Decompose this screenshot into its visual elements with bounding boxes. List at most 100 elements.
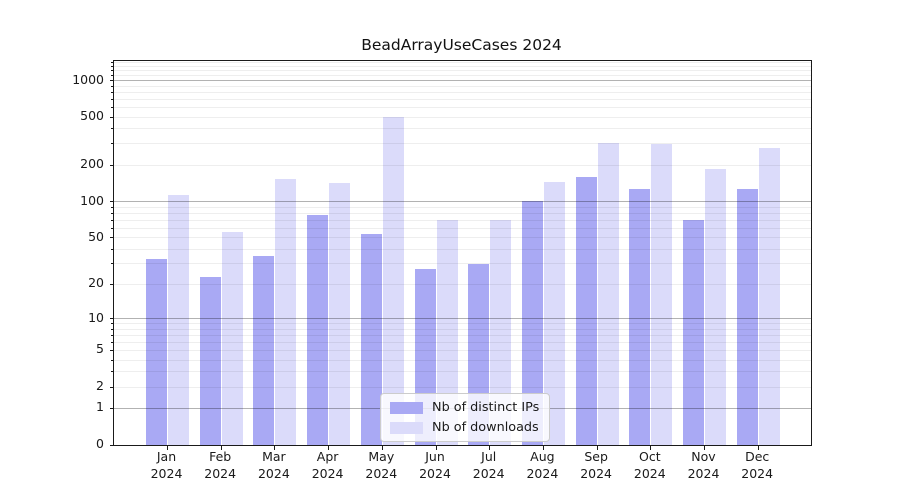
y-minor-tick-1100 — [111, 75, 113, 77]
legend-label-downloads: Nb of downloads — [432, 420, 539, 435]
bar-may-downloads — [382, 117, 404, 445]
x-tick-mark-may — [381, 446, 383, 450]
x-tick-mark-aug — [542, 446, 544, 450]
x-tick-mark-nov — [704, 446, 705, 450]
x-tick-mark-jan — [167, 446, 168, 450]
plot-area — [109, 60, 812, 450]
bar-apr-distinct-ips — [307, 214, 329, 445]
x-tick-mark-jun — [435, 446, 437, 450]
bar-mar-distinct-ips — [253, 255, 275, 445]
legend-item-downloads: Nb of downloads — [390, 420, 539, 435]
y-minor-tick-90 — [111, 206, 113, 208]
y-tick-label-200: 200 — [80, 156, 104, 172]
y-minor-tick-40 — [111, 248, 113, 250]
y-minor-tick-8 — [111, 328, 113, 330]
y-minor-tick-700 — [111, 98, 113, 100]
y-minor-tick-4 — [111, 359, 113, 361]
y-tick-label-5: 5 — [96, 341, 104, 357]
y-tick-label-1000: 1000 — [72, 71, 104, 87]
x-tick-mark-oct — [650, 446, 652, 450]
x-tick-label-aug: Aug 2024 — [526, 449, 559, 481]
bar-sep-distinct-ips — [575, 176, 597, 445]
x-tick-label-jun: Jun 2024 — [419, 449, 451, 481]
y-minor-tick-1200 — [111, 70, 113, 72]
y-minor-tick-500 — [111, 116, 113, 118]
x-tick-label-oct: Oct 2024 — [633, 449, 666, 481]
y-tick-label-100: 100 — [80, 192, 104, 208]
x-tick-label-nov: Nov 2024 — [687, 449, 720, 481]
y-minor-tick-400 — [111, 128, 113, 130]
y-tick-mark-1 — [109, 407, 113, 409]
x-tick-mark-feb — [220, 446, 222, 450]
bar-mar-downloads — [275, 178, 297, 445]
bar-jan-downloads — [168, 195, 189, 445]
bar-apr-downloads — [329, 183, 351, 445]
x-tick-label-may: May 2024 — [365, 449, 398, 481]
bar-oct-downloads — [651, 143, 673, 445]
bar-feb-downloads — [221, 231, 243, 445]
y-tick-label-0: 0 — [96, 436, 104, 451]
bar-oct-distinct-ips — [629, 189, 651, 445]
y-tick-label-1: 1 — [96, 399, 104, 415]
y-minor-tick-20 — [111, 283, 113, 285]
x-tick-label-jan: Jan 2024 — [150, 449, 183, 481]
legend-label-distinct-ips: Nb of distinct IPs — [432, 400, 540, 415]
x-tick-mark-apr — [328, 446, 330, 450]
y-tick-label-2: 2 — [96, 378, 104, 394]
x-tick-mark-mar — [274, 446, 276, 450]
bar-aug-distinct-ips — [521, 201, 543, 445]
y-minor-tick-30 — [111, 263, 113, 265]
bar-jun-downloads — [436, 220, 458, 445]
y-tick-mark-10 — [109, 318, 113, 320]
y-minor-tick-2 — [111, 386, 113, 388]
y-minor-tick-50 — [111, 237, 113, 239]
bar-sep-downloads — [597, 142, 619, 445]
y-minor-tick-80 — [111, 212, 113, 214]
y-minor-tick-6 — [111, 341, 113, 343]
bar-feb-distinct-ips — [199, 277, 221, 445]
y-tick-mark-100 — [109, 201, 113, 203]
y-tick-mark-0 — [109, 444, 113, 446]
y-tick-label-50: 50 — [88, 228, 104, 244]
x-tick-label-sep: Sep 2024 — [580, 449, 612, 481]
bar-nov-downloads — [705, 169, 726, 445]
bar-dec-downloads — [758, 147, 780, 445]
x-tick-mark-sep — [596, 446, 598, 450]
bar-dec-distinct-ips — [736, 188, 758, 445]
x-tick-mark-jul — [489, 446, 491, 450]
y-minor-tick-200 — [111, 164, 113, 166]
bar-aug-downloads — [543, 182, 565, 445]
y-minor-tick-300 — [111, 143, 113, 145]
y-tick-mark-1000 — [109, 80, 113, 82]
y-minor-tick-1400 — [111, 62, 113, 64]
y-minor-tick-5 — [111, 349, 113, 351]
bar-may-distinct-ips — [360, 233, 382, 445]
y-tick-label-10: 10 — [88, 309, 104, 325]
legend: Nb of distinct IPs Nb of downloads — [380, 393, 551, 442]
legend-swatch-downloads — [390, 421, 423, 434]
y-minor-tick-900 — [111, 85, 113, 87]
y-minor-tick-800 — [111, 91, 113, 93]
y-minor-tick-600 — [111, 106, 113, 108]
y-axis-tick-labels: 0 1 2 5 10 20 50 100 200 500 1000 — [0, 60, 106, 450]
y-minor-tick-70 — [111, 219, 113, 221]
y-minor-tick-9 — [111, 323, 113, 325]
legend-item-distinct-ips: Nb of distinct IPs — [390, 400, 539, 415]
x-tick-label-mar: Mar 2024 — [257, 449, 290, 481]
y-minor-tick-3 — [111, 371, 113, 373]
y-tick-label-500: 500 — [80, 108, 104, 124]
bar-jul-downloads — [490, 220, 512, 445]
x-tick-label-feb: Feb 2024 — [204, 449, 237, 481]
chart-title: BeadArrayUseCases 2024 — [361, 36, 562, 54]
x-tick-label-apr: Apr 2024 — [311, 449, 344, 481]
y-tick-label-20: 20 — [88, 275, 104, 291]
y-minor-tick-7 — [111, 334, 113, 336]
bar-jan-distinct-ips — [146, 259, 167, 445]
y-minor-tick-60 — [111, 227, 113, 229]
x-axis-tick-labels: Jan 2024 Feb 2024 Mar 2024 Apr 2024 May 2024… — [113, 449, 810, 489]
bar-nov-distinct-ips — [683, 220, 704, 445]
x-tick-label-dec: Dec 2024 — [741, 449, 774, 481]
x-tick-mark-dec — [757, 446, 759, 450]
tick-marks-layer — [109, 61, 811, 450]
